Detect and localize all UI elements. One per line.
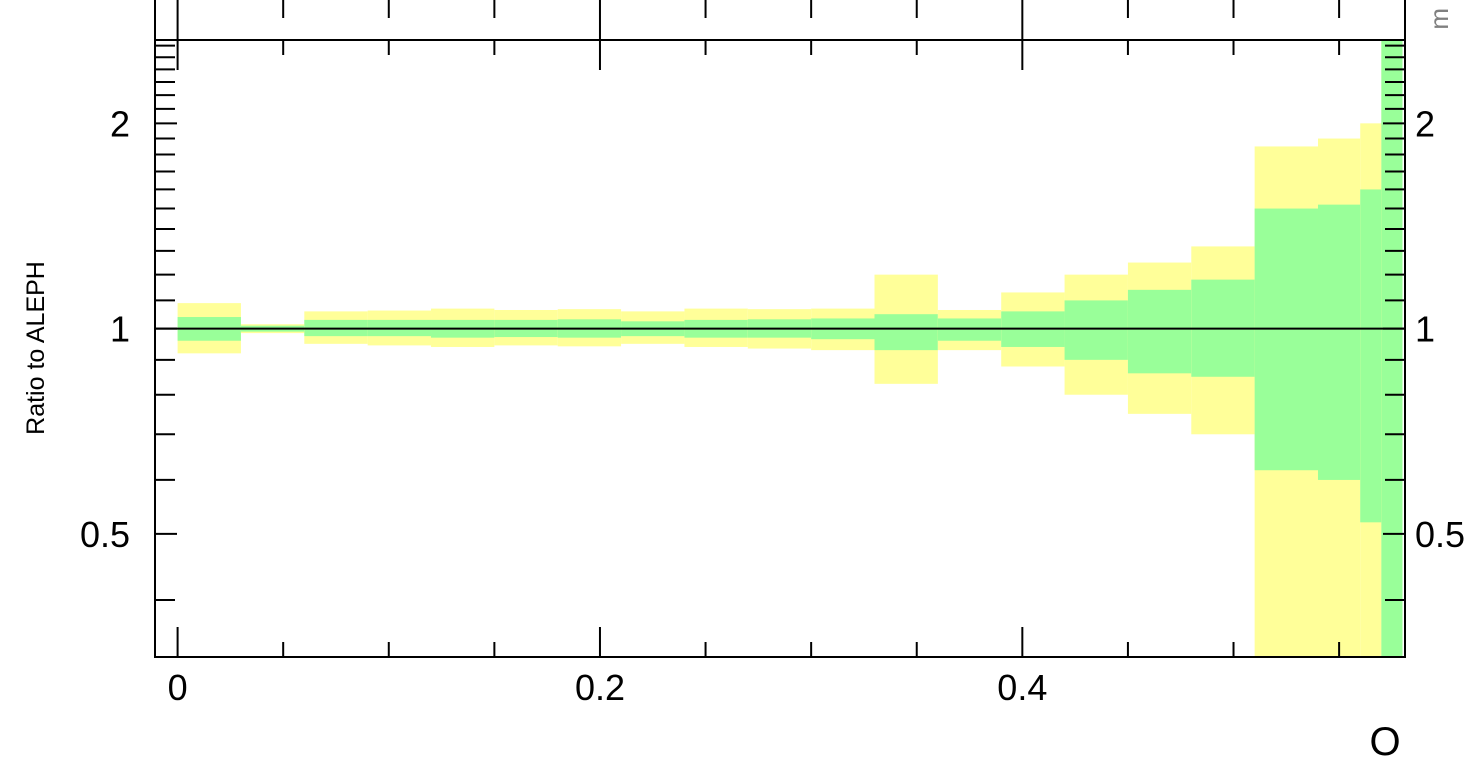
stat-band-bin-14 bbox=[1064, 300, 1128, 360]
y-tick-label-right: 0.5 bbox=[1415, 514, 1465, 555]
stat-band-bin-15 bbox=[1127, 289, 1192, 374]
y-tick-label-left: 0.5 bbox=[80, 514, 130, 555]
corner-label: m bbox=[1424, 8, 1454, 30]
x-tick-label: 0.4 bbox=[997, 667, 1047, 708]
stat-band-bin-19 bbox=[1360, 189, 1382, 523]
x-tick-label: 0.2 bbox=[575, 667, 625, 708]
y-tick-label-left: 2 bbox=[110, 103, 130, 144]
y-tick-label-right: 1 bbox=[1415, 309, 1435, 350]
axis-ticks bbox=[155, 0, 1405, 657]
stat-band-bin-11 bbox=[874, 314, 938, 351]
x-axis-label: O bbox=[1369, 720, 1400, 764]
stat-band-bin-17 bbox=[1254, 208, 1318, 471]
stat-band-bin-18 bbox=[1317, 204, 1361, 480]
uncertainty-bands bbox=[177, 40, 1403, 658]
x-tick-label: 0 bbox=[168, 667, 188, 708]
tick-labels: 0 0.2 0.4 0.5 1 2 0.5 1 2 bbox=[80, 103, 1465, 708]
stat-band-bin-20 bbox=[1381, 40, 1403, 657]
y-tick-label-left: 1 bbox=[110, 309, 130, 350]
y-axis-label: Ratio to ALEPH bbox=[22, 261, 50, 435]
y-tick-label-right: 2 bbox=[1415, 103, 1435, 144]
